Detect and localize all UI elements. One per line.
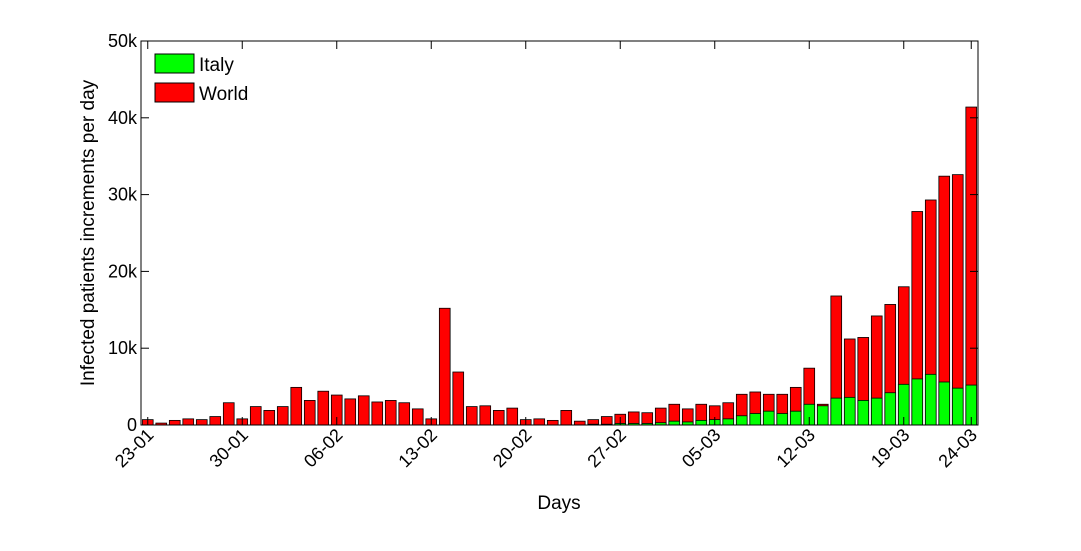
bar-world-24-02 xyxy=(573,420,586,426)
bar-world-03-02 xyxy=(290,386,303,426)
bar-italy-08-03 xyxy=(749,413,762,426)
y-tick-label: 20k xyxy=(108,261,138,281)
bar-world-23-02 xyxy=(560,410,573,426)
bar-world-31-01 xyxy=(249,406,262,426)
legend-swatch-world xyxy=(154,82,195,103)
bar-world-05-02 xyxy=(317,390,330,426)
y-tick-label: 0 xyxy=(127,415,137,435)
bar-italy-14-03 xyxy=(830,397,843,426)
bar-world-26-02 xyxy=(600,416,613,426)
bar-world-28-02 xyxy=(627,411,640,426)
bar-italy-13-03 xyxy=(816,405,829,426)
plot-frame xyxy=(140,40,979,426)
bar-world-19-02 xyxy=(506,407,519,426)
y-tick-label: 10k xyxy=(108,338,138,358)
bar-italy-02-03 xyxy=(668,420,681,426)
bar-italy-16-03 xyxy=(857,400,870,426)
bar-world-12-02 xyxy=(411,408,424,426)
bar-italy-20-03 xyxy=(911,378,924,426)
bar-italy-17-03 xyxy=(870,397,883,426)
legend-label-world: World xyxy=(199,84,248,105)
bar-world-23-03 xyxy=(951,174,964,426)
legend-label-italy: Italy xyxy=(199,55,234,76)
y-tick-label: 30k xyxy=(108,185,138,205)
bar-world-17-02 xyxy=(479,405,492,426)
bar-italy-23-03 xyxy=(951,387,964,426)
bar-italy-22-03 xyxy=(938,381,951,426)
bar-world-29-01 xyxy=(222,402,235,426)
bar-world-22-02 xyxy=(546,419,559,426)
bar-italy-09-03 xyxy=(762,410,775,426)
bar-world-26-01 xyxy=(182,418,195,426)
x-axis-label: Days xyxy=(537,493,580,514)
y-tick-label: 40k xyxy=(108,108,138,128)
bar-world-27-01 xyxy=(195,419,208,426)
bar-italy-21-03 xyxy=(924,373,937,426)
bar-world-14-02 xyxy=(438,307,451,426)
bar-world-02-02 xyxy=(276,406,289,426)
bar-world-18-02 xyxy=(492,410,505,426)
bar-world-08-02 xyxy=(357,395,370,426)
bar-world-07-02 xyxy=(344,398,357,426)
bar-world-09-02 xyxy=(371,401,384,426)
bar-world-11-02 xyxy=(398,402,411,426)
bar-italy-04-03 xyxy=(695,419,708,426)
bar-world-15-02 xyxy=(452,371,465,426)
legend: Italy World xyxy=(154,53,248,105)
bar-world-25-01 xyxy=(168,419,181,426)
bar-italy-11-03 xyxy=(789,410,802,426)
bar-world-01-02 xyxy=(263,410,276,426)
bar-italy-06-03 xyxy=(722,418,735,426)
bar-italy-07-03 xyxy=(735,415,748,426)
legend-swatch-italy xyxy=(154,53,195,74)
bar-italy-15-03 xyxy=(843,396,856,426)
bar-world-21-02 xyxy=(533,418,546,426)
y-axis-label: Infected patients increments per day xyxy=(78,79,99,386)
bar-world-10-02 xyxy=(384,400,397,426)
bar-world-16-02 xyxy=(465,406,478,426)
bar-world-28-01 xyxy=(209,416,222,426)
bar-italy-10-03 xyxy=(776,413,789,426)
bar-italy-18-03 xyxy=(884,392,897,426)
bar-world-24-03 xyxy=(965,106,978,426)
bar-world-04-02 xyxy=(303,400,316,426)
y-tick-label: 50k xyxy=(108,31,138,51)
